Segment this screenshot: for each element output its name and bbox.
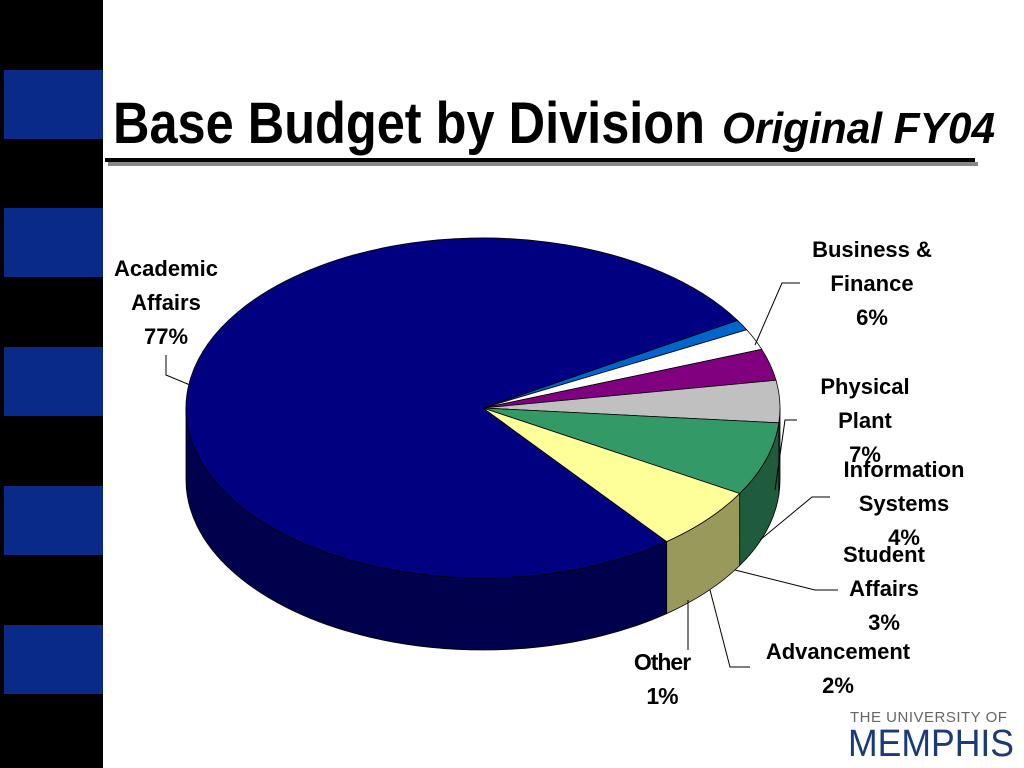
slice-label: Other 1% (612, 645, 712, 713)
category-name: Other (633, 649, 691, 675)
slice-label: Physical Plant 7% (795, 370, 935, 472)
value-label: 1% (646, 683, 678, 709)
category-name: Student Affairs (843, 542, 925, 601)
chart-subtitle: Original FY04 (722, 104, 995, 153)
value-label: 2% (822, 673, 854, 698)
leader-lines (165, 282, 838, 668)
value-label: 3% (868, 610, 900, 635)
category-name: Business & Finance (812, 237, 932, 296)
value-label: 6% (856, 305, 888, 330)
pie-slice (482, 407, 741, 543)
logo-line1: THE UNIVERSITY OF (850, 709, 1007, 726)
category-name: Information Systems (843, 457, 965, 516)
value-label: 77% (143, 324, 189, 349)
slice-label: Information Systems 4% (829, 453, 979, 555)
slice-label: Business & Finance 6% (797, 233, 947, 335)
slice-label: Student Affairs 3% (829, 538, 939, 640)
category-name: Academic Affairs (114, 256, 218, 315)
logo-line2: MEMPHIS (848, 723, 1014, 765)
value-label: 4% (888, 525, 920, 550)
category-name: Advancement (765, 639, 911, 664)
pie-slice (482, 407, 780, 494)
slice-label: Advancement 2% (748, 635, 928, 703)
value-label: 7% (849, 442, 881, 467)
chart-title: Base Budget by Division (113, 91, 705, 156)
sidebar (0, 0, 103, 768)
slice-label: Academic Affairs 77% (96, 252, 236, 354)
pie (185, 237, 781, 651)
category-name: Physical Plant (820, 374, 910, 433)
